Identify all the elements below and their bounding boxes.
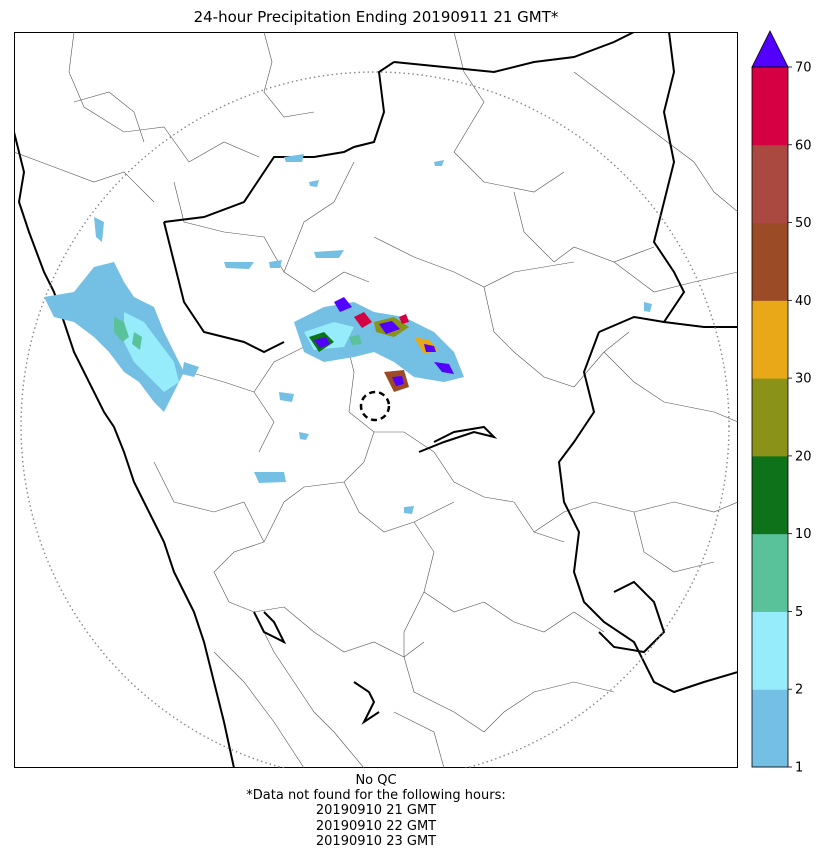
colorbar-block — [752, 378, 788, 457]
state-boundaries — [14, 32, 738, 768]
colorbar-tick-label: 5 — [795, 605, 803, 620]
colorbar: 1 2 5 10 20 30 40 50 60 70 — [751, 30, 812, 776]
radar-site-marker — [359, 390, 391, 422]
colorbar-extend-triangle — [751, 30, 789, 68]
colorbar-tick-label: 10 — [795, 527, 812, 542]
colorbar-tick-label: 40 — [795, 294, 812, 309]
colorbar-tick-label: 50 — [795, 216, 812, 231]
colorbar-block — [752, 689, 788, 768]
colorbar-block — [752, 222, 788, 301]
precipitation-map — [14, 32, 738, 768]
map-title: 24-hour Precipitation Ending 20190911 21… — [193, 8, 559, 26]
missing-data-header: *Data not found for the following hours: — [246, 788, 506, 804]
colorbar-blocks — [751, 30, 789, 768]
colorbar-tick-label: 30 — [795, 372, 812, 387]
colorbar-outline — [751, 66, 789, 768]
precipitation-central-cells — [294, 297, 464, 392]
district-boundaries — [14, 32, 738, 768]
colorbar-block — [752, 611, 788, 690]
colorbar-tick-label: 20 — [795, 449, 812, 464]
colorbar-block — [752, 455, 788, 535]
qc-note: No QC — [355, 773, 397, 788]
precipitation-scattered — [224, 154, 652, 514]
missing-hour-3: 20190910 23 GMT — [315, 833, 437, 849]
colorbar-tick-label: 70 — [795, 61, 812, 76]
colorbar-tick-label: 2 — [795, 683, 803, 698]
radar-range-ring — [20, 71, 730, 768]
footnotes: No QC *Data not found for the following … — [14, 773, 738, 849]
colorbar-ticks: 1 2 5 10 20 30 40 50 60 70 — [788, 61, 812, 776]
map-frame — [14, 32, 738, 768]
missing-hour-1: 20190910 21 GMT — [315, 803, 437, 819]
missing-hour-2: 20190910 22 GMT — [315, 818, 437, 834]
precipitation-western-ghats — [44, 217, 199, 412]
colorbar-block — [752, 533, 788, 612]
colorbar-block — [752, 67, 788, 146]
colorbar-block — [752, 144, 788, 224]
colorbar-tick-label: 60 — [795, 138, 812, 153]
colorbar-block — [752, 300, 788, 379]
colorbar-tick-label: 1 — [795, 761, 803, 776]
